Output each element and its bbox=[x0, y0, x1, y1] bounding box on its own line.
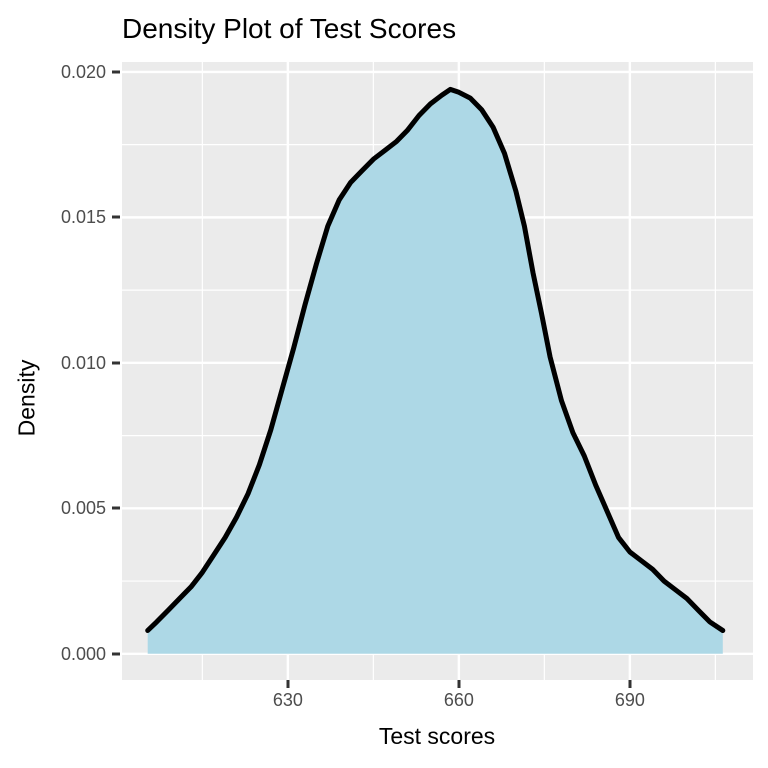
x-axis-tick-mark bbox=[457, 680, 461, 688]
y-axis-tick-mark bbox=[112, 506, 120, 510]
density-area-fill bbox=[147, 89, 723, 654]
x-axis-title: Test scores bbox=[378, 723, 496, 749]
y-axis-tick-mark bbox=[112, 70, 120, 74]
y-axis-tick-label: 0.000 bbox=[60, 643, 106, 664]
y-axis-tick-label: 0.010 bbox=[60, 352, 106, 373]
plot-panel bbox=[122, 62, 753, 680]
density-curve-svg bbox=[122, 62, 753, 680]
x-axis-tick-label: 630 bbox=[272, 690, 303, 710]
x-axis-tick-label: 690 bbox=[614, 690, 645, 710]
x-axis-tick-mark bbox=[628, 680, 632, 688]
density-curve bbox=[145, 86, 726, 633]
y-axis-tick-label: 0.020 bbox=[60, 61, 106, 82]
y-axis-tick-label: 0.015 bbox=[60, 207, 106, 228]
y-axis-tick-mark bbox=[112, 215, 120, 219]
plot-title: Density Plot of Test Scores bbox=[122, 13, 457, 44]
y-axis-tick-mark bbox=[112, 652, 120, 656]
x-axis-tick-label: 660 bbox=[443, 690, 474, 710]
y-axis-tick-mark bbox=[112, 361, 120, 365]
y-axis-tick-label: 0.005 bbox=[60, 498, 106, 519]
x-axis-tick-mark bbox=[286, 680, 290, 688]
